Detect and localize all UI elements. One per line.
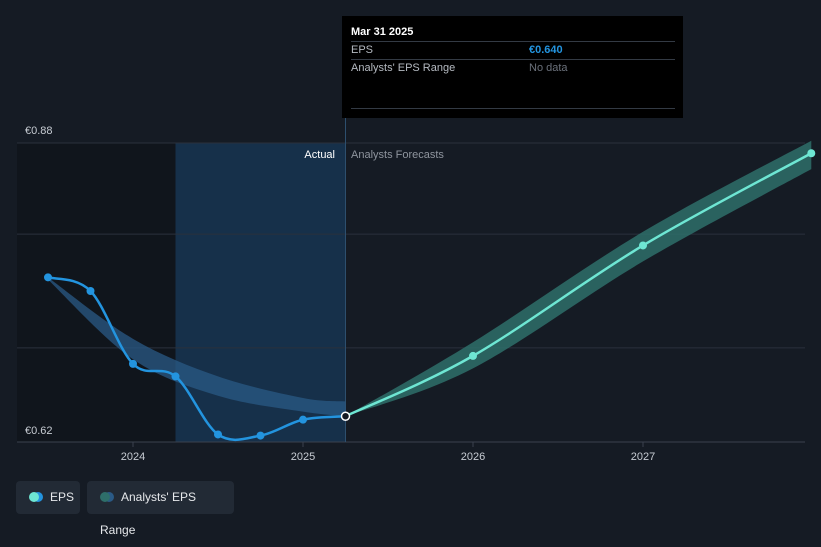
legend-eps-label: EPS: [50, 490, 75, 504]
legend-range-toggle[interactable]: Analysts' EPS Range: [87, 481, 234, 537]
eps-forecast-point[interactable]: [807, 149, 816, 158]
tooltip-divider: [351, 108, 675, 109]
eps-actual-point[interactable]: [214, 430, 222, 439]
eps-actual-point[interactable]: [44, 273, 52, 282]
tooltip-eps-value: €0.640: [529, 44, 563, 56]
legend-eps-toggle[interactable]: EPS: [16, 481, 80, 514]
eps-legend-icon: [29, 491, 43, 502]
eps-forecast-point[interactable]: [639, 241, 647, 250]
tooltip-range-label: Analysts' EPS Range: [351, 62, 456, 74]
actual-eps-range-band: [48, 277, 346, 417]
tooltip-eps-row: EPS €0.640: [351, 41, 675, 59]
eps-forecast-point[interactable]: [469, 351, 477, 360]
y-label-max: €0.88: [25, 125, 53, 137]
x-tick-label: 2027: [631, 451, 655, 463]
x-tick-label: 2025: [291, 451, 315, 463]
eps-actual-point[interactable]: [86, 287, 95, 295]
y-label-min: €0.62: [25, 425, 53, 437]
tooltip-range-value: No data: [529, 62, 568, 74]
hover-tooltip: Mar 31 2025 EPS €0.640 Analysts' EPS Ran…: [342, 16, 683, 118]
eps-actual-point[interactable]: [340, 411, 351, 421]
chart-canvas: €0.88 €0.62 Actual Analysts Forecasts 20…: [17, 16, 816, 463]
eps-forecast-line: [344, 152, 812, 418]
tooltip-range-row: Analysts' EPS Range No data: [351, 59, 675, 77]
eps-actual-line: [47, 276, 346, 442]
x-tick-label: 2026: [461, 451, 485, 463]
eps-actual-point[interactable]: [299, 415, 307, 424]
eps-actual-point[interactable]: [129, 359, 137, 368]
eps-actual-point[interactable]: [171, 372, 180, 381]
tooltip-eps-label: EPS: [351, 44, 374, 56]
legend-range-label: Analysts' EPS Range: [100, 490, 196, 537]
eps-chart: €0.88 €0.62 Actual Analysts Forecasts 20…: [16, 16, 816, 537]
forecast-region-label: Analysts Forecasts: [351, 149, 444, 161]
data-points: [44, 149, 816, 440]
eps-actual-point[interactable]: [256, 431, 265, 440]
x-axis-ticks: 2024 2025 2026 2027: [121, 442, 655, 463]
x-tick-label: 2024: [121, 451, 145, 463]
actual-region-label: Actual: [304, 149, 335, 161]
forecast-eps-range-band: [345, 140, 812, 417]
tooltip-date: Mar 31 2025: [351, 26, 414, 38]
range-legend-icon: [100, 491, 114, 502]
